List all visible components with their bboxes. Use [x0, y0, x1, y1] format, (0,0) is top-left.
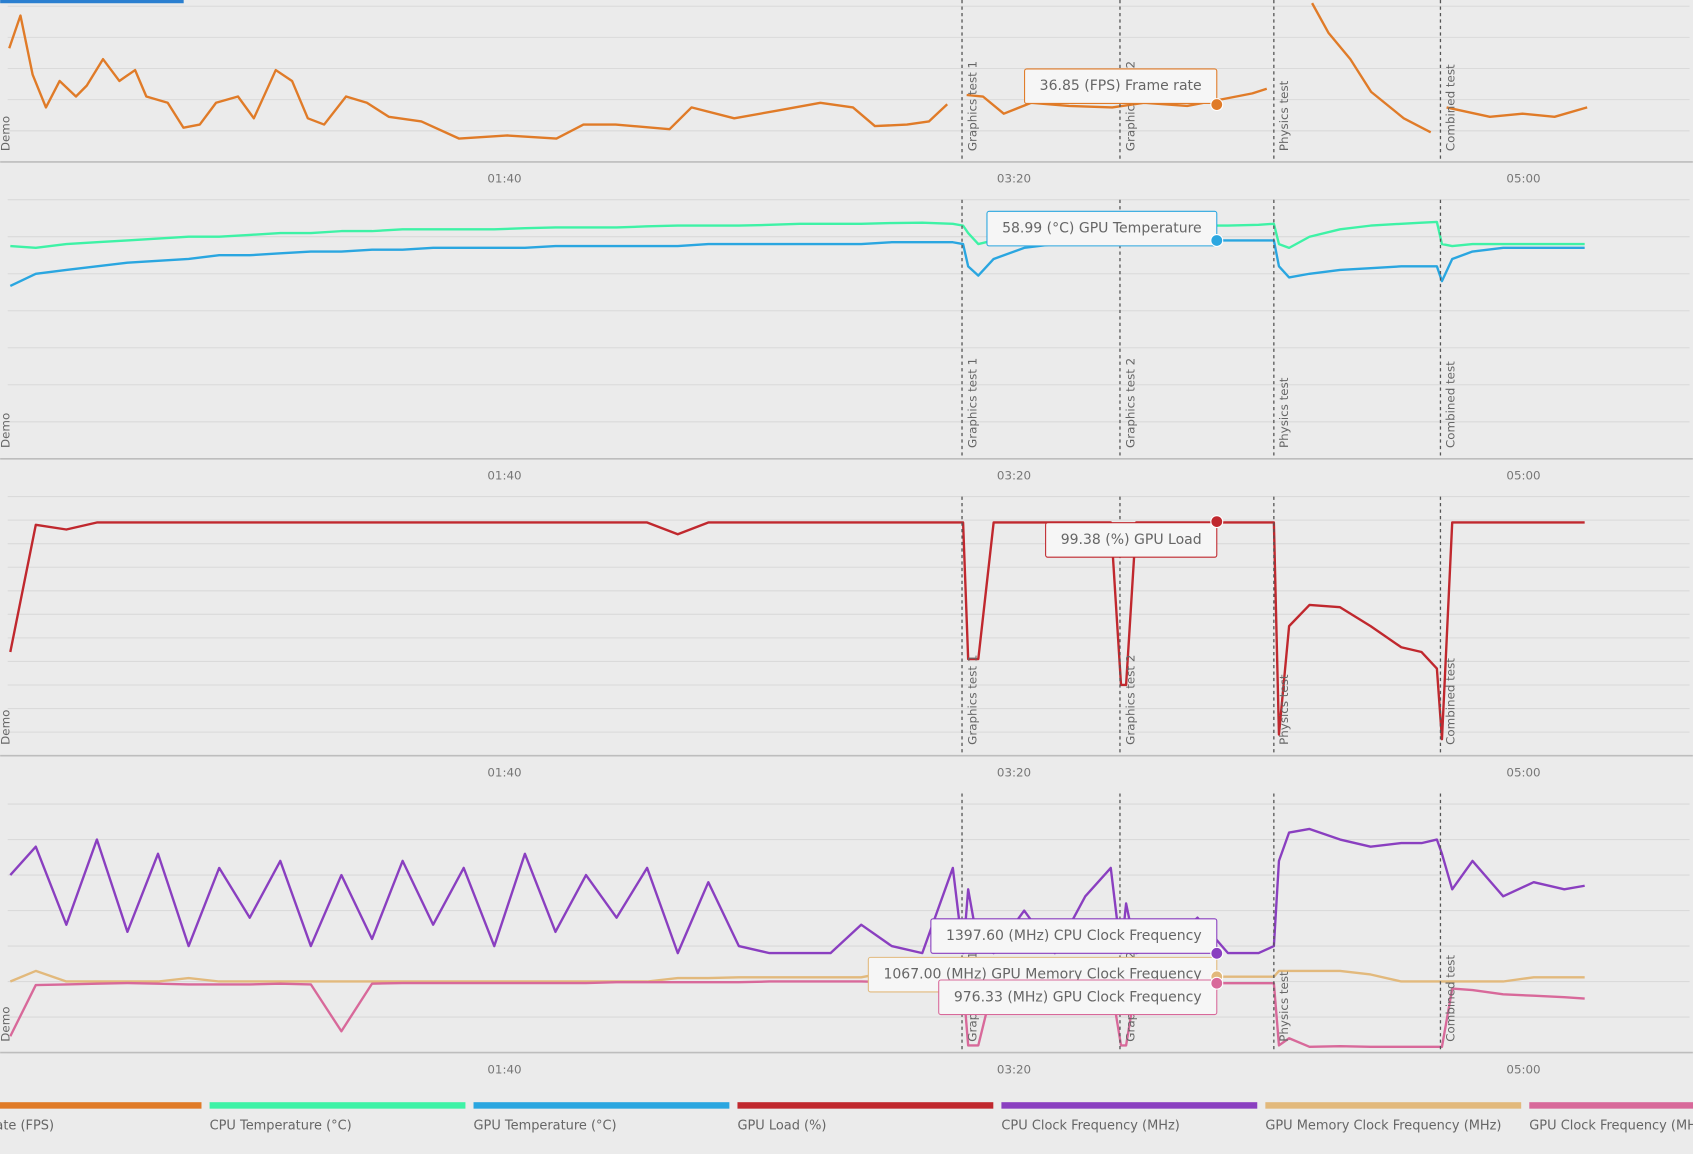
marker-label: Graphics test 2 — [1123, 655, 1137, 745]
legend-swatch — [737, 1102, 994, 1109]
x-tick-label: 01:40 — [487, 1062, 521, 1076]
legend-swatch — [1529, 1102, 1693, 1109]
x-tick-label: 03:20 — [997, 172, 1031, 186]
x-tick-label: 01:40 — [487, 469, 521, 483]
marker-label: Demo — [0, 413, 12, 448]
tooltip-box — [986, 210, 1218, 247]
legend-label: GPU Memory Clock Frequency (MHz) — [1265, 1118, 1501, 1133]
legend-label: GPU Load (%) — [737, 1118, 826, 1133]
marker-label: Demo — [0, 1006, 12, 1041]
legend-label: CPU Temperature (°C) — [210, 1118, 352, 1133]
marker-label: Physics test — [1277, 971, 1291, 1042]
legend-swatch — [1001, 1102, 1258, 1109]
marker-label: Physics test — [1277, 80, 1291, 151]
marker-label: Demo — [0, 116, 12, 151]
hover-dot — [1210, 233, 1224, 247]
x-tick-label: 05:00 — [1506, 765, 1540, 779]
series-line — [8, 2, 1588, 140]
legend-swatch — [0, 1102, 202, 1109]
marker-label: Graphics test 1 — [965, 358, 979, 448]
tooltip-text: 1067.00 (MHz) GPU Memory Clock Frequency — [883, 967, 1201, 983]
series-line — [9, 239, 1585, 288]
plot-area — [9, 220, 1585, 288]
hover-dot — [1210, 98, 1224, 112]
series-line — [9, 827, 1585, 955]
legend-swatch — [473, 1102, 730, 1109]
marker-label: Combined test — [1444, 361, 1458, 448]
series-line — [10, 220, 1585, 250]
tooltip-box — [938, 979, 1218, 1016]
legend-label: GPU Temperature (°C) — [474, 1118, 617, 1133]
marker-label: Combined test — [1444, 658, 1458, 745]
legend-label: GPU Clock Frequency (MHz) — [1529, 1118, 1693, 1133]
legend-label: CPU Clock Frequency (MHz) — [1001, 1118, 1179, 1133]
tooltip-text: 976.33 (MHz) GPU Clock Frequency — [954, 989, 1202, 1005]
marker-label: Physics test — [1277, 377, 1291, 448]
x-tick-label: 03:20 — [997, 469, 1031, 483]
series-line — [9, 521, 1585, 741]
x-tick-label: 03:20 — [997, 1062, 1031, 1076]
marker-label: Graphics test 1 — [965, 655, 979, 745]
legend-swatch — [1265, 1102, 1522, 1109]
marker-label: Physics test — [1277, 674, 1291, 745]
hover-dot — [1210, 976, 1224, 990]
x-tick-label: 05:00 — [1506, 469, 1540, 483]
x-tick-label: 01:40 — [487, 172, 521, 186]
tooltip-box — [1045, 522, 1218, 558]
marker-label: Combined test — [1444, 64, 1458, 151]
hover-dot — [1210, 515, 1224, 529]
plot-area — [8, 2, 1588, 140]
x-tick-label: 05:00 — [1506, 1062, 1540, 1076]
tooltip-box — [1024, 68, 1218, 105]
legend-label: Frame rate (FPS) — [0, 1118, 54, 1133]
tooltip-text: 58.99 (°C) GPU Temperature — [1002, 221, 1202, 237]
marker-label: Demo — [0, 710, 12, 745]
x-tick-label: 05:00 — [1506, 172, 1540, 186]
header-tab — [0, 0, 184, 4]
hover-dot — [1210, 946, 1224, 960]
marker-label: Graphics test 1 — [965, 61, 979, 151]
marker-label: Combined test — [1444, 955, 1458, 1042]
tooltip-text: 99.38 (%) GPU Load — [1061, 532, 1202, 548]
x-tick-label: 03:20 — [997, 765, 1031, 779]
tooltip-text: 1397.60 (MHz) CPU Clock Frequency — [946, 928, 1202, 944]
plot-area — [9, 521, 1585, 741]
marker-label: Graphics test 2 — [1123, 358, 1137, 448]
tooltip-box — [930, 918, 1218, 954]
legend-swatch — [209, 1102, 466, 1109]
x-tick-label: 01:40 — [487, 765, 521, 779]
tooltip-text: 36.85 (FPS) Frame rate — [1040, 78, 1202, 94]
